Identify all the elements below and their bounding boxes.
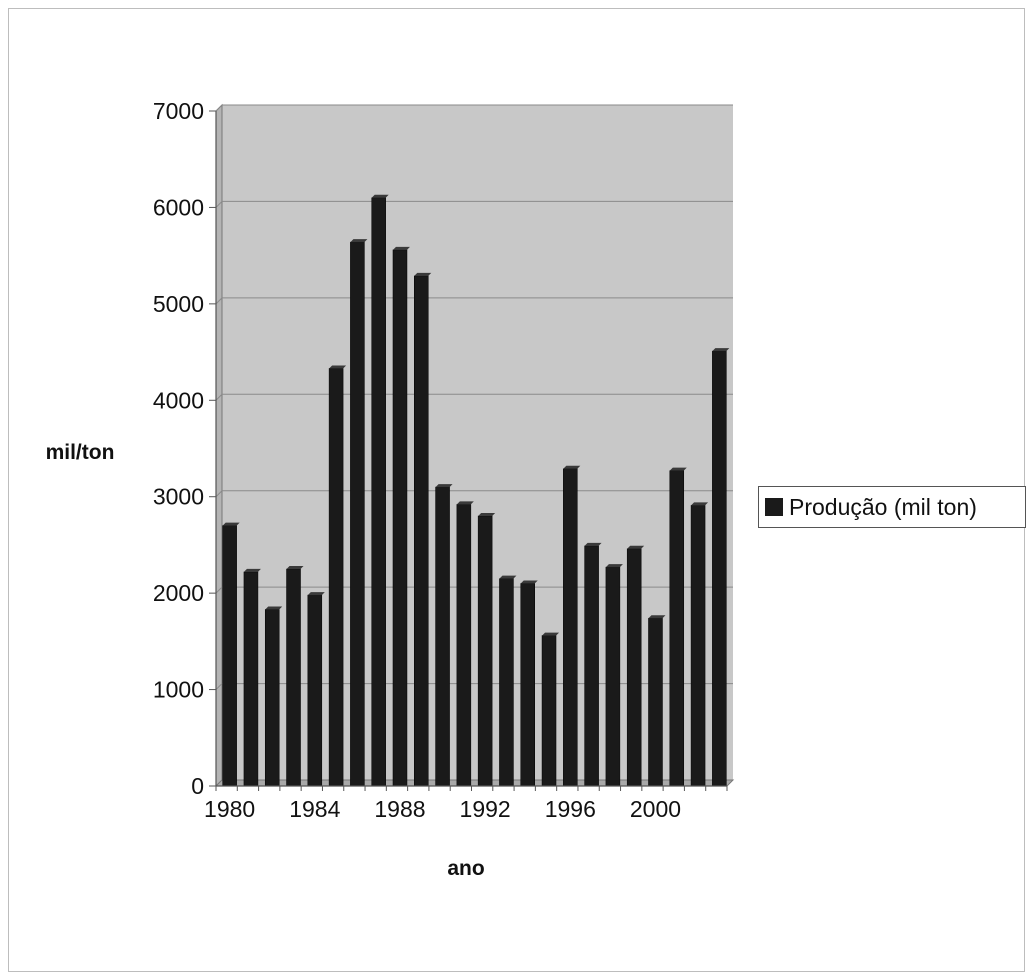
bar-top — [691, 502, 709, 506]
bar — [222, 525, 237, 787]
x-tick-label: 2000 — [630, 796, 681, 822]
bar — [435, 486, 450, 787]
gridline-side — [215, 104, 223, 112]
y-tick-label: 6000 — [153, 194, 204, 220]
bar-top — [669, 467, 687, 471]
bar — [264, 609, 280, 787]
bar — [605, 566, 621, 787]
bar-top — [222, 522, 240, 526]
bar — [648, 617, 663, 787]
x-tick-labels: 1980 1984 1988 1992 1996 2000 — [204, 796, 681, 822]
gridline-side — [215, 683, 223, 690]
bar — [499, 578, 514, 787]
gridline-side — [215, 586, 223, 594]
x-tick-label: 1980 — [204, 796, 255, 822]
bar-top — [456, 501, 474, 505]
x-tick-label: 1996 — [545, 796, 596, 822]
bar — [669, 470, 685, 787]
bar — [584, 545, 599, 787]
bar — [712, 350, 727, 787]
gridline-side — [215, 490, 223, 498]
bar — [456, 504, 472, 787]
bar — [392, 249, 408, 787]
x-tick-label: 1992 — [460, 796, 511, 822]
bar-top — [499, 575, 517, 579]
bar-top — [307, 592, 325, 596]
x-tick-label: 1984 — [289, 796, 340, 822]
bar-top — [563, 465, 581, 469]
plot-background — [222, 105, 733, 780]
axes — [209, 110, 728, 791]
bars — [222, 194, 730, 787]
bar-top — [584, 542, 602, 546]
bar — [520, 583, 535, 787]
y-tick-label: 2000 — [153, 580, 204, 606]
bar — [243, 571, 259, 787]
bar — [626, 548, 642, 787]
bar-top — [350, 239, 368, 243]
y-tick-label: 4000 — [153, 387, 204, 413]
legend-swatch — [765, 498, 783, 516]
bar — [477, 515, 493, 787]
y-tick-label: 7000 — [153, 98, 204, 124]
gridline-side — [215, 297, 223, 305]
bar-top — [371, 194, 389, 198]
bar — [286, 568, 301, 787]
bar-top — [605, 564, 623, 568]
x-axis-title: ano — [447, 857, 484, 880]
bar-top — [392, 246, 410, 250]
bar — [307, 594, 323, 787]
bar — [541, 635, 557, 787]
bar-top — [648, 615, 666, 619]
bar-top — [243, 568, 261, 572]
y-tick-label: 5000 — [153, 291, 204, 317]
y-tick-label: 1000 — [153, 677, 204, 703]
x-tick-label: 1988 — [374, 796, 425, 822]
bar — [563, 468, 578, 787]
legend-label: Produção (mil ton) — [789, 493, 977, 520]
bar — [414, 275, 429, 787]
bar-top — [542, 632, 560, 636]
y-tick-labels: 0 1000 2000 3000 4000 5000 6000 7000 — [153, 98, 204, 799]
gridline-side — [215, 393, 223, 401]
bar — [328, 368, 344, 787]
y-axis-title: mil/ton — [46, 441, 115, 464]
bar-top — [435, 484, 453, 488]
gridlines — [215, 104, 733, 690]
gridline-side — [215, 201, 223, 208]
bar — [371, 197, 386, 787]
legend: Produção (mil ton) — [758, 486, 1026, 528]
bar-top — [520, 580, 538, 584]
bar-top — [627, 545, 645, 549]
bar-top — [712, 348, 730, 352]
bar — [690, 505, 706, 787]
bar-top — [478, 513, 496, 516]
bar-top — [329, 365, 347, 369]
bar — [350, 241, 365, 787]
bar-top — [286, 566, 304, 570]
bar-top — [265, 606, 283, 610]
y-tick-label: 0 — [191, 773, 204, 799]
bar-top — [414, 272, 432, 276]
y-tick-label: 3000 — [153, 484, 204, 510]
